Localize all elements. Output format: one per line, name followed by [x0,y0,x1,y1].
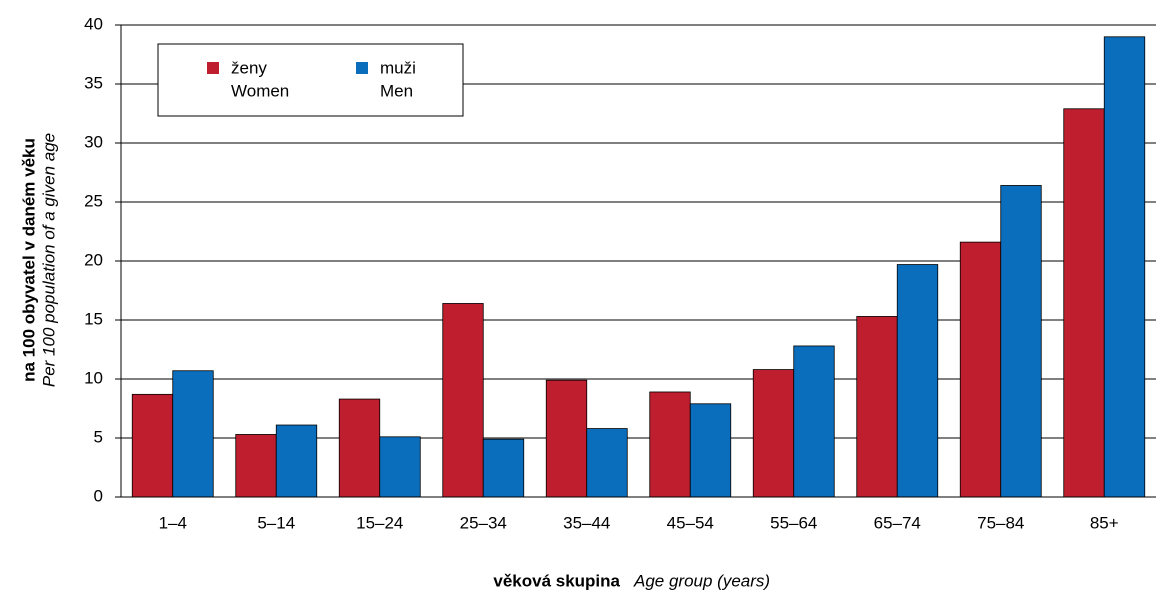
bar [1000,185,1042,498]
bar [856,316,898,498]
x-tick-label: 35–44 [563,513,610,532]
x-tick-label: 15–24 [356,513,403,532]
x-tick-label: 55–64 [770,513,817,532]
y-axis-label: na 100 obyvatel v daném věku Per 100 pop… [19,133,58,387]
y-tick-label: 15 [84,309,103,328]
x-tick-label: 75–84 [977,513,1024,532]
x-tick-label: 25–34 [460,513,507,532]
y-tick-label: 10 [84,368,103,387]
y-tick-label: 25 [84,191,103,210]
y-tick-label: 0 [94,486,103,505]
bar [338,398,381,498]
bar [442,303,484,498]
bar [379,436,421,498]
legend-label: ženy [231,58,267,77]
y-label: na 100 obyvatel v daném věku [19,138,38,382]
x-label: věková skupina [493,571,620,590]
bar [752,369,795,498]
bar [586,428,628,498]
y-tick-label: 40 [84,14,103,33]
bar [172,370,214,498]
legend-label-en: Women [231,81,289,100]
legend-swatch [356,62,368,74]
y-label-en: Per 100 population of a given age [39,133,58,387]
legend-label-en: Men [380,81,413,100]
y-tick-label: 30 [84,132,103,151]
x-tick-label: 1–4 [159,513,187,532]
bar [896,264,939,498]
bar [959,241,1002,498]
bar [1063,108,1105,498]
y-tick-label: 5 [94,427,103,446]
legend-label: muži [380,58,416,77]
x-tick-label: 65–74 [874,513,921,532]
bar [235,434,277,498]
x-tick-label: 45–54 [667,513,714,532]
bar [275,424,318,498]
bar [649,391,691,498]
y-tick-label: 20 [84,250,103,269]
bar [131,393,174,498]
legend-box [157,43,464,117]
bar [545,379,588,498]
bar [1103,36,1146,498]
x-tick-label: 5–14 [257,513,295,532]
x-tick-label: 85+ [1090,513,1119,532]
bar [689,403,732,498]
legend-swatch [207,62,219,74]
bar [482,438,525,498]
x-label-en: Age group (years) [633,571,770,590]
bar [793,345,835,498]
y-tick-label: 35 [84,73,103,92]
